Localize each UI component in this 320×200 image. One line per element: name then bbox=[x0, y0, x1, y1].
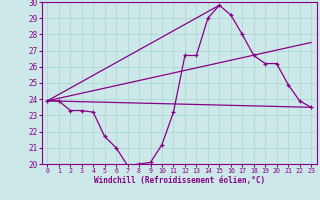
X-axis label: Windchill (Refroidissement éolien,°C): Windchill (Refroidissement éolien,°C) bbox=[94, 176, 265, 185]
